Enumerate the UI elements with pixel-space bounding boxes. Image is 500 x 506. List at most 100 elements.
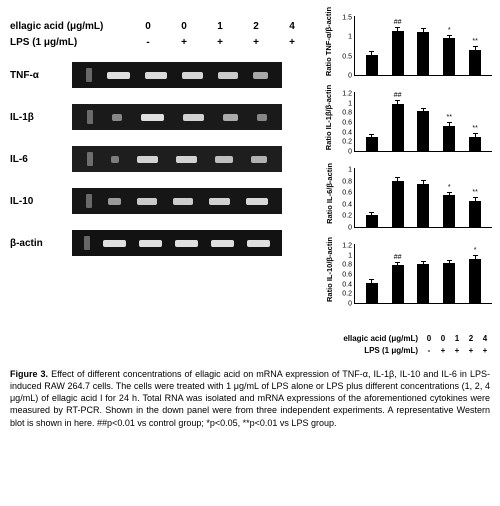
- error-bar: [475, 255, 476, 258]
- gel-band: [211, 240, 234, 247]
- gel-band: [251, 156, 267, 163]
- gel-band: [84, 236, 90, 250]
- gel-image: [72, 188, 282, 214]
- lps-cell: +: [212, 37, 228, 48]
- footer-lps: +: [479, 346, 491, 355]
- bar-rect: [443, 126, 455, 151]
- gel-row: β-actin: [10, 230, 310, 256]
- bar-rect: [392, 181, 404, 227]
- y-ticks: 00.20.40.60.81: [336, 158, 354, 228]
- gel-label: TNF-α: [10, 70, 72, 81]
- bar-rect: [366, 137, 378, 151]
- significance-marker: **: [472, 38, 477, 46]
- significance-marker: *: [448, 184, 451, 192]
- gel-band: [175, 240, 198, 247]
- lps-label: LPS (1 μg/mL): [10, 37, 140, 48]
- bar-rect: [469, 259, 481, 303]
- gel-band: [257, 114, 267, 121]
- bar-rect: [366, 283, 378, 303]
- lps-cell: -: [140, 37, 156, 48]
- gel-band: [173, 198, 193, 205]
- bar: [390, 169, 406, 227]
- error-bar: [449, 192, 450, 195]
- bar-chart: Ratio IL-1β/β-actin00.20.40.60.811.2##**…: [322, 82, 492, 152]
- bar: [364, 126, 380, 151]
- significance-marker: **: [472, 189, 477, 197]
- y-ticks: 00.511.5: [336, 6, 354, 76]
- bar: ##: [390, 19, 406, 75]
- bar-rect: [417, 32, 429, 75]
- gel-row: IL-6: [10, 146, 310, 172]
- gel-band: [182, 72, 204, 79]
- bar-rect: [392, 31, 404, 75]
- footer-ellagic-label: ellagic acid (μg/mL): [322, 334, 422, 343]
- bar: [441, 252, 457, 303]
- error-bar: [371, 134, 372, 137]
- error-bar: [397, 262, 398, 265]
- error-bar: [449, 260, 450, 263]
- bar-rect: [443, 195, 455, 227]
- gel-image: [72, 230, 282, 256]
- gel-band: [111, 156, 119, 163]
- footer-lps: +: [465, 346, 477, 355]
- footer-lps: +: [437, 346, 449, 355]
- dose-cell: 0: [140, 21, 156, 32]
- figure-caption: Figure 3. Effect of different concentrat…: [10, 368, 490, 429]
- bar-rect: [469, 137, 481, 152]
- plot-area: ##***: [354, 16, 492, 76]
- ellagic-acid-values: 0 0 1 2 4: [140, 21, 300, 32]
- significance-marker: **: [447, 114, 452, 122]
- ellagic-acid-label: ellagic acid (μg/mL): [10, 21, 140, 32]
- bar: ##: [390, 92, 406, 151]
- gel-band: [223, 114, 238, 121]
- gel-band: [141, 114, 164, 121]
- bar: [415, 253, 431, 303]
- footer-dose: 0: [437, 334, 449, 343]
- error-bar: [475, 197, 476, 200]
- gel-band: [246, 198, 268, 205]
- gel-band: [86, 194, 92, 208]
- gel-band: [87, 110, 93, 124]
- gel-label: IL-10: [10, 196, 72, 207]
- significance-marker: ##: [394, 19, 402, 27]
- gel-band: [215, 156, 233, 163]
- error-bar: [423, 108, 424, 111]
- significance-marker: *: [448, 27, 451, 35]
- bar: **: [467, 189, 483, 227]
- gel-label: IL-6: [10, 154, 72, 165]
- error-bar: [371, 212, 372, 215]
- gel-band: [107, 72, 130, 79]
- dose-cell: 2: [248, 21, 264, 32]
- gel-image: [72, 104, 282, 130]
- bar-rect: [469, 50, 481, 75]
- gel-label: β-actin: [10, 238, 72, 249]
- gel-row: TNF-α: [10, 62, 310, 88]
- gel-band: [183, 114, 204, 121]
- error-bar: [449, 122, 450, 125]
- bar-rect: [366, 215, 378, 227]
- y-axis-label: Ratio TNF-α/β-actin: [322, 6, 336, 76]
- gel-image: [72, 146, 282, 172]
- bar: [415, 100, 431, 151]
- plot-area: ***: [354, 168, 492, 228]
- bar-chart: Ratio TNF-α/β-actin00.511.5##***: [322, 6, 492, 76]
- footer-dose: 0: [423, 334, 435, 343]
- gel-image: [72, 62, 282, 88]
- footer-dose: 2: [465, 334, 477, 343]
- bar-chart: Ratio IL-10/β-actin00.20.40.60.811.2##*: [322, 234, 492, 304]
- dose-header: ellagic acid (μg/mL) 0 0 1 2 4 LPS (1 μg…: [10, 18, 310, 50]
- error-bar: [475, 46, 476, 49]
- bar-rect: [417, 184, 429, 228]
- error-bar: [423, 28, 424, 31]
- bar: *: [441, 184, 457, 227]
- footer-lps: -: [423, 346, 435, 355]
- gel-band: [139, 240, 162, 247]
- gel-panel: TNF-αIL-1βIL-6IL-10β-actin: [10, 62, 310, 272]
- gel-band: [87, 152, 93, 166]
- y-axis-label: Ratio IL-1β/β-actin: [322, 82, 336, 152]
- significance-marker: **: [472, 125, 477, 133]
- lps-cell: +: [248, 37, 264, 48]
- gel-row: IL-10: [10, 188, 310, 214]
- gel-band: [86, 68, 92, 82]
- lps-values: - + + + +: [140, 37, 300, 48]
